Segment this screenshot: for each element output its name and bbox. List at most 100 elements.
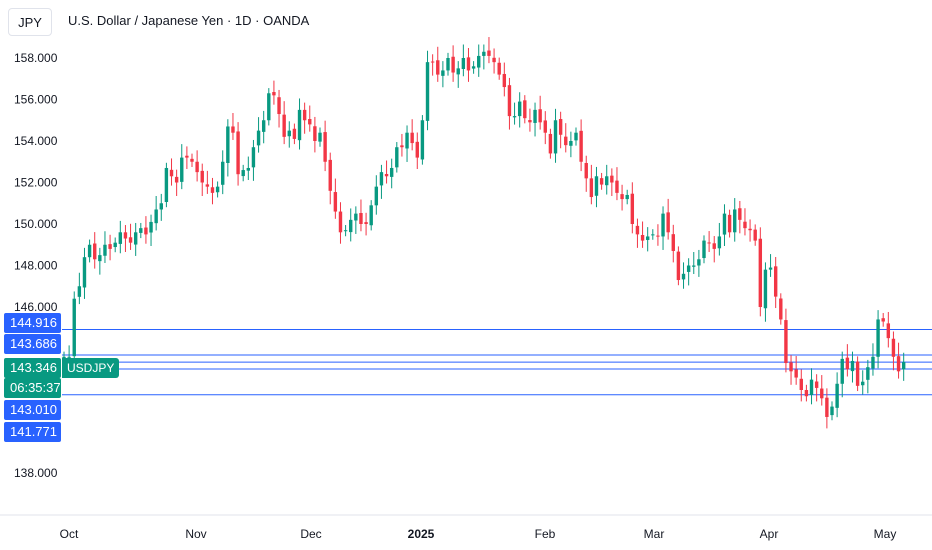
candle-body [707, 242, 711, 244]
candle-body [118, 232, 123, 244]
candle-body [487, 50, 491, 56]
y-axis-tick-label: 152.000 [14, 176, 58, 190]
x-axis-tick-label: May [874, 527, 897, 541]
candle-body [354, 213, 358, 221]
candle-body [574, 132, 578, 141]
candle-body [343, 230, 348, 232]
candle-body [814, 381, 819, 388]
candle-body [471, 66, 476, 69]
candle-body [461, 58, 466, 69]
candle-body [164, 167, 169, 203]
candle-body [645, 236, 650, 240]
candle-body [615, 180, 619, 193]
currency-button[interactable]: JPY [8, 8, 52, 36]
candle-body [430, 61, 435, 63]
candle-body [436, 60, 440, 75]
candle-body [384, 173, 389, 177]
candle-body [799, 378, 803, 390]
x-axis-tick-label: Nov [185, 527, 206, 541]
candle-body [891, 338, 896, 357]
y-axis-tick-label: 146.000 [14, 300, 58, 314]
horizontal-line-price-label: 144.916 [4, 313, 61, 333]
candle-body [226, 126, 230, 163]
candle-body [72, 298, 76, 357]
candle-body [809, 379, 814, 395]
candle-body [901, 362, 906, 370]
candle-body [364, 222, 368, 224]
y-axis-tick-label: 154.000 [14, 134, 58, 148]
candle-body [395, 147, 399, 168]
candle-body [738, 208, 742, 220]
candle-body [569, 141, 573, 146]
candle-body [108, 244, 112, 249]
candle-body [630, 193, 635, 224]
candle-body [87, 244, 92, 258]
candle-body [712, 243, 716, 249]
candle-body [763, 269, 768, 309]
candle-body [686, 265, 691, 272]
candle-body [512, 116, 517, 118]
candle-body [594, 176, 599, 196]
candle-body [820, 388, 824, 399]
horizontal-line-price-label: 141.771 [4, 422, 61, 442]
candle-body [743, 221, 747, 229]
candle-body [482, 51, 486, 56]
candle-body [717, 236, 722, 249]
last-price-label: 143.346 [4, 358, 61, 378]
bar-countdown-label: 06:35:37 [4, 378, 61, 398]
candle-body [768, 267, 773, 270]
candle-body [159, 203, 163, 210]
y-axis-tick-label: 138.000 [14, 466, 58, 480]
candle-body [144, 227, 148, 235]
candle-body [420, 120, 425, 160]
candle-body [267, 93, 271, 121]
candle-body [466, 57, 471, 71]
candle-body [871, 356, 875, 369]
x-axis-tick-label: Feb [535, 527, 556, 541]
candle-body [128, 237, 133, 243]
candle-body [328, 159, 332, 191]
candle-body [538, 109, 542, 123]
candle-body [441, 70, 445, 76]
candle-body [359, 213, 363, 224]
candle-body [251, 147, 256, 168]
candle-body [876, 319, 880, 357]
candle-body [497, 62, 501, 75]
candle-body [779, 298, 783, 320]
candle-body [231, 126, 235, 133]
candle-body [727, 214, 732, 233]
candle-body [564, 136, 568, 146]
candle-body [149, 221, 153, 233]
candle-body [804, 390, 809, 397]
candle-body [261, 120, 266, 132]
candle-body [835, 383, 839, 408]
candle-body [733, 209, 737, 233]
candle-body [548, 133, 553, 154]
candle-body [681, 273, 686, 280]
candle-body [221, 161, 225, 185]
candle-body [139, 228, 143, 233]
candle-body [697, 259, 701, 266]
candle-body [830, 406, 834, 416]
candle-body [236, 131, 240, 175]
candle-body [369, 205, 373, 226]
candle-body [103, 244, 107, 256]
candle-body [502, 73, 507, 88]
candle-body [676, 251, 681, 281]
candle-body [558, 119, 563, 135]
x-axis-tick-label: 2025 [408, 527, 435, 541]
candle-body [456, 68, 460, 75]
candle-body [886, 323, 891, 339]
candle-body [661, 213, 665, 237]
candle-body [256, 130, 261, 146]
candle-body [758, 238, 763, 307]
candle-body [845, 357, 850, 370]
candle-body [425, 62, 430, 121]
candle-body [605, 176, 609, 186]
candle-body [287, 130, 291, 137]
y-axis-tick-label: 158.000 [14, 51, 58, 65]
candle-body [169, 169, 174, 177]
candle-body [881, 318, 885, 322]
candle-body [123, 232, 128, 239]
